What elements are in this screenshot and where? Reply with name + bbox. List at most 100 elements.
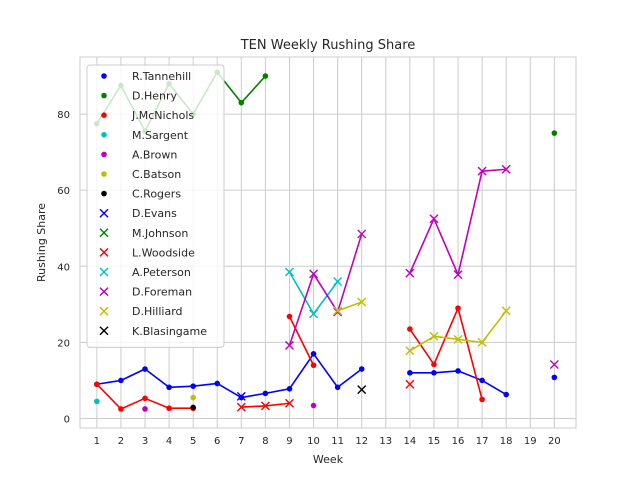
legend-marker bbox=[99, 326, 109, 336]
x-tick-label: 7 bbox=[238, 436, 244, 447]
data-point bbox=[214, 380, 221, 387]
data-point bbox=[94, 398, 100, 405]
data-point bbox=[262, 73, 269, 79]
series-k-blasingame bbox=[357, 385, 367, 395]
series-line-segment bbox=[312, 353, 339, 388]
series-line-segment bbox=[336, 233, 363, 313]
x-marker-stroke bbox=[405, 379, 415, 389]
y-tick-label: 20 bbox=[57, 338, 70, 349]
data-point bbox=[501, 164, 511, 174]
series-line-segment bbox=[120, 368, 146, 382]
x-tick-label: 20 bbox=[548, 436, 561, 447]
legend-item-d-henry: D.Henry bbox=[101, 90, 178, 103]
legend-item-a-peterson: A.Peterson bbox=[99, 266, 191, 279]
legend-marker bbox=[99, 267, 109, 277]
data-point bbox=[166, 384, 172, 391]
series-line-segment bbox=[481, 379, 507, 396]
x-marker-stroke bbox=[477, 337, 487, 347]
legend: R.Tannehill D.Henry J.McNichols M.Sargent A.… bbox=[86, 64, 225, 348]
data-point bbox=[357, 385, 367, 395]
legend-box bbox=[86, 64, 225, 348]
legend-label: M.Johnson bbox=[132, 227, 188, 240]
series-line-segment bbox=[96, 379, 122, 386]
legend-label: D.Henry bbox=[132, 90, 178, 103]
x-tick-label: 16 bbox=[452, 436, 465, 447]
legend-marker bbox=[101, 151, 107, 158]
x-marker-stroke bbox=[453, 270, 463, 280]
data-point bbox=[479, 396, 485, 403]
x-marker-stroke bbox=[284, 267, 294, 277]
series-line-segment bbox=[409, 335, 435, 352]
x-marker-stroke bbox=[357, 229, 367, 239]
data-point bbox=[405, 346, 415, 356]
data-point bbox=[407, 370, 413, 376]
legend-label: C.Rogers bbox=[132, 188, 181, 201]
x-marker-stroke bbox=[405, 346, 415, 356]
data-point bbox=[284, 398, 294, 408]
series-line-segment bbox=[481, 310, 507, 343]
data-point bbox=[549, 359, 559, 369]
series-l-woodside bbox=[236, 379, 415, 412]
x-tick-label: 12 bbox=[355, 436, 368, 447]
series-d-foreman bbox=[284, 164, 559, 369]
x-marker-stroke bbox=[99, 228, 109, 238]
x-tick-label: 15 bbox=[428, 436, 441, 447]
data-point bbox=[238, 394, 245, 401]
series-line-segment bbox=[337, 301, 362, 312]
legend-marker bbox=[99, 247, 109, 257]
series-line-segment bbox=[96, 383, 122, 410]
series-c-rogers bbox=[190, 404, 196, 411]
x-marker-stroke bbox=[333, 277, 343, 286]
series-r-tannehill bbox=[94, 351, 558, 401]
data-point bbox=[236, 402, 246, 412]
data-point bbox=[94, 381, 100, 388]
data-point bbox=[431, 361, 437, 368]
data-point bbox=[286, 313, 293, 320]
data-point bbox=[142, 366, 148, 372]
x-marker-stroke bbox=[99, 247, 109, 257]
data-point bbox=[431, 370, 437, 376]
legend-marker bbox=[101, 112, 107, 118]
legend-label: J.McNichols bbox=[131, 109, 194, 122]
series-line-segment bbox=[169, 385, 194, 389]
x-marker-stroke bbox=[453, 334, 463, 344]
data-point bbox=[407, 326, 413, 332]
x-tick-label: 8 bbox=[262, 436, 268, 447]
legend-item-d-hilliard: D.Hilliard bbox=[99, 305, 183, 318]
data-point bbox=[238, 99, 245, 106]
x-marker-stroke bbox=[477, 166, 487, 176]
series-line-segment bbox=[457, 307, 483, 400]
legend-item-d-foreman: D.Foreman bbox=[99, 286, 192, 299]
data-point bbox=[284, 340, 294, 350]
data-point bbox=[190, 383, 196, 389]
x-marker-stroke bbox=[405, 268, 415, 278]
legend-label: A.Peterson bbox=[132, 266, 191, 279]
data-point bbox=[334, 384, 341, 391]
series-line-segment bbox=[433, 218, 459, 275]
x-marker-stroke bbox=[260, 401, 270, 411]
data-point bbox=[118, 406, 124, 412]
series-a-peterson bbox=[284, 267, 343, 319]
x-marker-stroke bbox=[309, 309, 319, 319]
data-point bbox=[405, 268, 415, 278]
series-line-segment bbox=[457, 370, 483, 382]
y-axis-label: Rushing Share bbox=[35, 203, 48, 282]
x-marker-stroke bbox=[99, 326, 109, 336]
x-tick-label: 14 bbox=[403, 436, 416, 447]
legend-marker bbox=[101, 73, 107, 79]
x-marker-stroke bbox=[357, 385, 367, 395]
legend-item-c-rogers: C.Rogers bbox=[101, 188, 181, 201]
data-point bbox=[142, 406, 148, 412]
legend-label: D.Foreman bbox=[132, 286, 192, 299]
series-line-segment bbox=[288, 271, 315, 315]
series-line-segment bbox=[409, 218, 435, 274]
x-marker-stroke bbox=[501, 164, 511, 174]
data-point bbox=[429, 214, 439, 224]
data-point bbox=[310, 362, 317, 369]
legend-item-a-brown: A.Brown bbox=[101, 148, 177, 161]
legend-label: L.Woodside bbox=[132, 246, 195, 259]
legend-marker bbox=[99, 228, 109, 238]
series-line-segment bbox=[241, 392, 266, 399]
data-point bbox=[477, 337, 487, 347]
data-point bbox=[479, 377, 485, 384]
